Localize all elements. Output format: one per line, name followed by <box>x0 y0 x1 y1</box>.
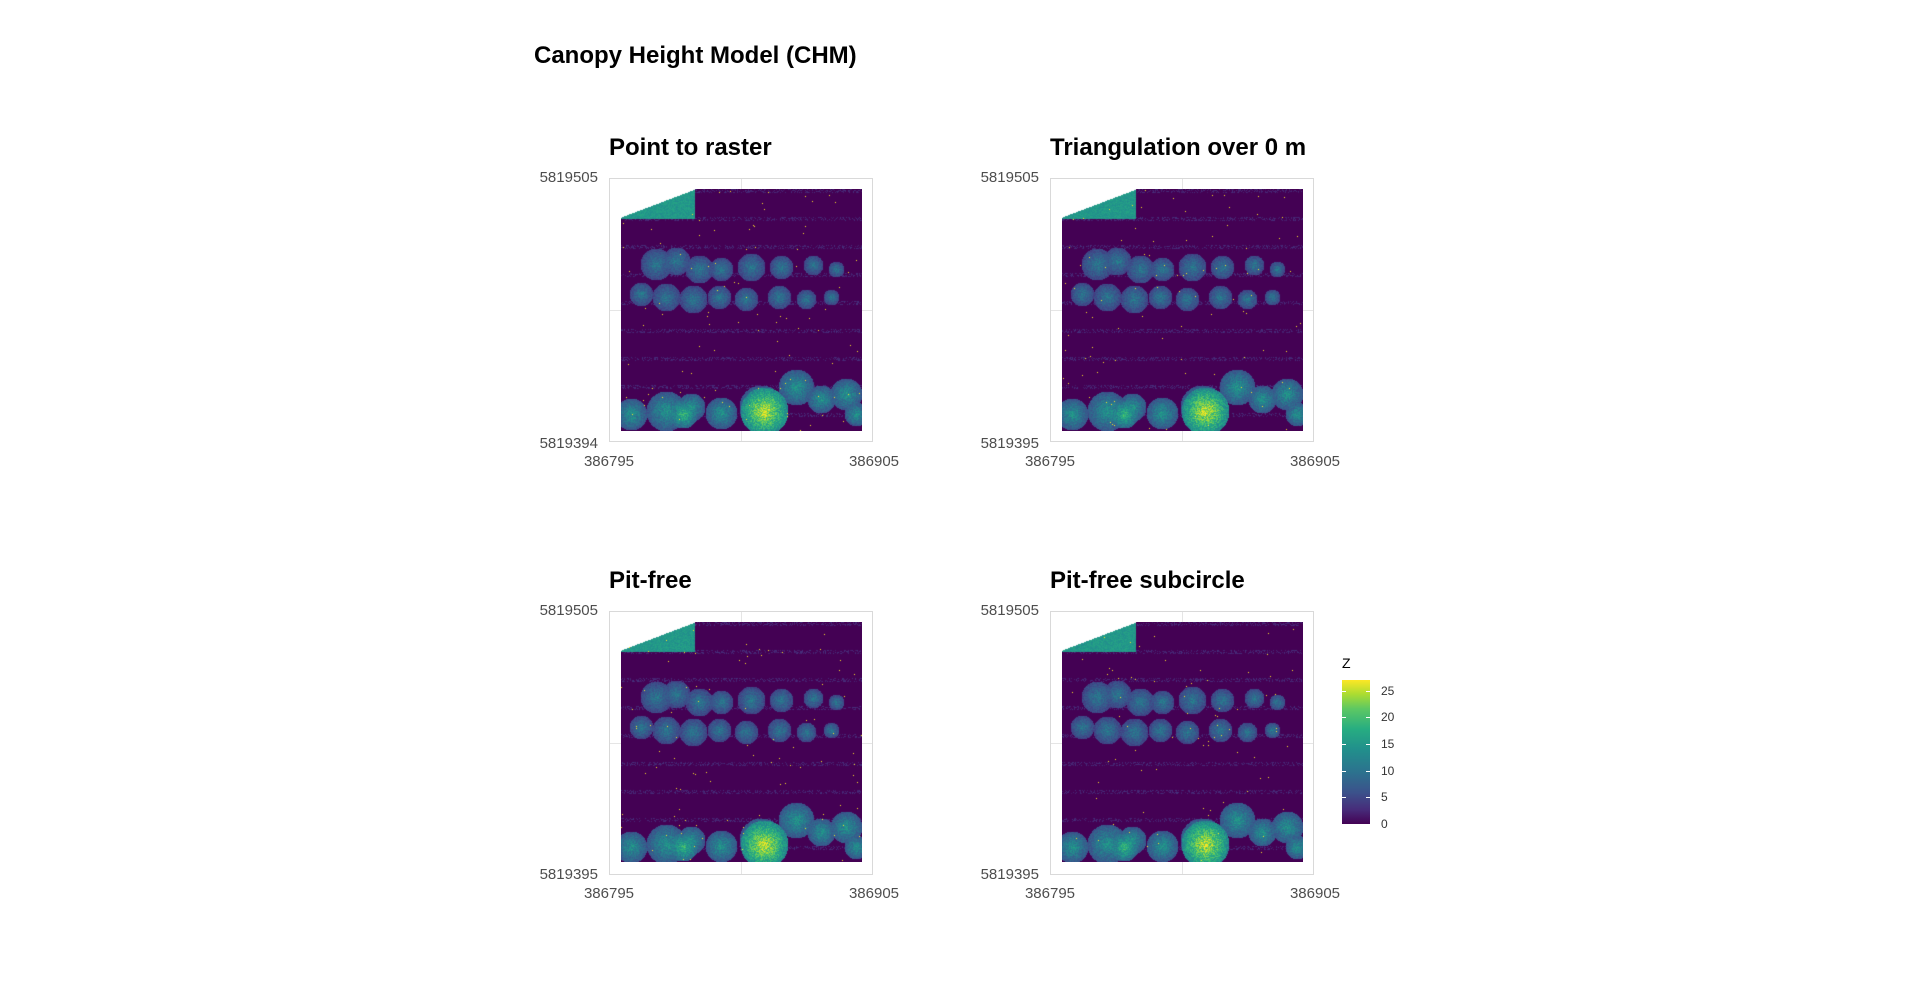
legend-tick-mark <box>1366 744 1370 745</box>
legend-tick-mark <box>1342 824 1346 825</box>
x-tick-right: 386905 <box>848 453 900 470</box>
panel-title-pit-free: Pit-free <box>609 567 692 594</box>
chm-raster <box>1062 622 1303 862</box>
page-title: Canopy Height Model (CHM) <box>534 42 857 69</box>
chm-raster <box>1062 189 1303 431</box>
legend-tick-mark <box>1366 770 1370 772</box>
x-tick-right: 386905 <box>848 885 900 902</box>
legend-tick-mark <box>1366 797 1370 799</box>
legend-label: 15 <box>1381 737 1395 751</box>
x-tick-left: 386795 <box>1024 885 1076 902</box>
legend-tick-mark <box>1366 690 1370 692</box>
x-tick-left: 386795 <box>583 885 635 902</box>
legend-tick-mark <box>1366 717 1370 719</box>
chm-raster <box>621 189 862 431</box>
legend-title: Z <box>1342 655 1351 671</box>
panel-title-triangulation: Triangulation over 0 m <box>1050 134 1307 161</box>
y-tick-bottom: 5819395 <box>539 866 598 883</box>
legend-label: 25 <box>1381 683 1395 698</box>
legend-label: 20 <box>1381 710 1395 725</box>
legend-label: 10 <box>1381 763 1395 778</box>
y-tick-top: 5819505 <box>980 169 1039 186</box>
legend-tick-mark <box>1342 797 1346 799</box>
legend-label: 5 <box>1381 790 1388 805</box>
x-tick-right: 386905 <box>1289 453 1341 470</box>
legend-tick-mark <box>1342 770 1346 772</box>
y-tick-bottom: 5819395 <box>980 866 1039 883</box>
legend-tick-mark <box>1342 717 1346 719</box>
legend-label: 0 <box>1381 817 1388 831</box>
legend-tick-mark <box>1342 744 1346 745</box>
legend-tick-mark <box>1342 690 1346 692</box>
x-tick-left: 386795 <box>1024 453 1076 470</box>
chm-raster <box>621 622 862 862</box>
x-tick-left: 386795 <box>583 453 635 470</box>
legend-tick-mark <box>1366 824 1370 825</box>
panel-title-point-to-raster: Point to raster <box>609 134 772 161</box>
y-tick-top: 5819505 <box>539 602 598 619</box>
legend-colorbar <box>1342 680 1370 824</box>
y-tick-bottom: 5819394 <box>539 435 598 452</box>
y-tick-bottom: 5819395 <box>980 435 1039 452</box>
x-tick-right: 386905 <box>1289 885 1341 902</box>
y-tick-top: 5819505 <box>539 169 598 186</box>
y-tick-top: 5819505 <box>980 602 1039 619</box>
panel-title-pit-free-subcircle: Pit-free subcircle <box>1050 567 1245 594</box>
